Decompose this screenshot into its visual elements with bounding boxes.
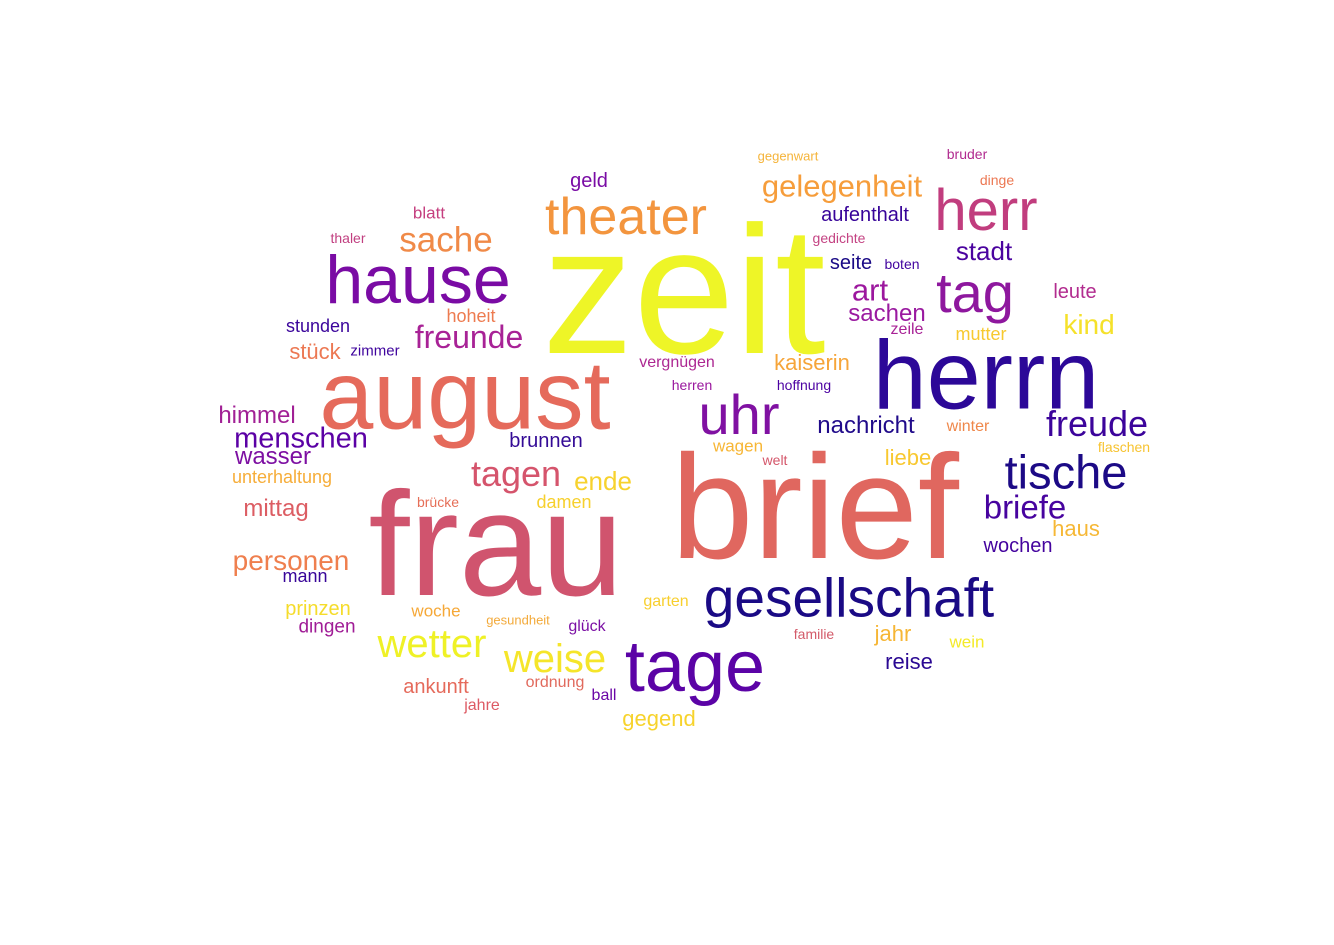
word: gesellschaft: [703, 566, 995, 629]
word: ende: [574, 466, 632, 496]
word: ordnung: [525, 674, 585, 691]
word: tische: [1004, 445, 1128, 499]
word: hoheit: [446, 306, 496, 326]
word: herr: [934, 178, 1038, 243]
word: jahr: [874, 621, 912, 646]
word: stadt: [955, 236, 1013, 266]
word: garten: [643, 593, 689, 610]
word: stück: [289, 339, 341, 364]
word: uhr: [698, 383, 780, 446]
word: tag: [936, 261, 1014, 324]
word: gesundheit: [486, 612, 550, 628]
word: hause: [325, 242, 511, 318]
word: tage: [624, 627, 766, 707]
word: brücke: [416, 494, 460, 510]
word: zeit: [542, 188, 826, 392]
word: flaschen: [1097, 439, 1151, 455]
word: bruder: [946, 146, 988, 162]
word: vergnügen: [639, 354, 715, 371]
word: tagen: [470, 453, 562, 494]
word: winter: [946, 418, 990, 435]
word: weise: [503, 637, 607, 681]
word: zimmer: [350, 342, 400, 360]
word: freunde: [414, 319, 524, 355]
word: kaiserin: [774, 350, 850, 375]
word: kind: [1063, 309, 1115, 340]
word: august: [319, 340, 611, 450]
word: ankunft: [403, 676, 469, 698]
word: boten: [884, 256, 920, 272]
word: menschen: [234, 422, 368, 455]
word: nachricht: [817, 412, 915, 439]
word: gegend: [622, 706, 696, 731]
word: wein: [949, 632, 985, 652]
word: prinzen: [285, 598, 351, 620]
word: ball: [591, 687, 617, 704]
word: gelegenheit: [761, 168, 923, 204]
word: aufenthalt: [821, 204, 909, 226]
word: unterhaltung: [231, 467, 333, 487]
word: gedichte: [812, 230, 866, 246]
word: brief: [671, 425, 959, 590]
word: wagen: [712, 436, 764, 456]
word: haus: [1052, 516, 1100, 541]
word: dinge: [979, 172, 1015, 188]
word: himmel: [218, 402, 296, 429]
word: briefe: [983, 488, 1067, 526]
word: dingen: [298, 616, 356, 638]
word: woche: [411, 601, 461, 621]
word: geld: [570, 170, 608, 192]
word: hoffnung: [776, 377, 832, 393]
word: stunden: [285, 316, 351, 336]
word: reise: [885, 649, 933, 674]
word: blatt: [412, 203, 446, 223]
word: mittag: [243, 495, 309, 522]
word: sache: [399, 220, 493, 260]
word: wetter: [377, 622, 487, 666]
word: brunnen: [509, 430, 583, 452]
word: art: [851, 272, 889, 308]
word: sachen: [848, 300, 926, 327]
word: wochen: [983, 535, 1053, 557]
word: gegenwart: [757, 148, 819, 164]
word: theater: [545, 188, 707, 246]
word: glück: [568, 618, 606, 635]
word: welt: [762, 452, 788, 468]
word: zeile: [890, 321, 924, 338]
word: personen: [232, 545, 350, 576]
word: mann: [282, 566, 328, 586]
word: frau: [368, 462, 624, 627]
word: herren: [671, 377, 713, 393]
word: freude: [1045, 403, 1149, 444]
word: damen: [536, 492, 592, 512]
word: thaler: [330, 230, 366, 246]
word: leute: [1053, 281, 1097, 303]
word: liebe: [884, 445, 932, 470]
word: seite: [829, 252, 873, 274]
word: mutter: [955, 324, 1007, 344]
word: wasser: [234, 443, 312, 470]
word: herrn: [872, 320, 1100, 430]
word: familie: [793, 626, 835, 642]
word: jahre: [464, 697, 500, 714]
